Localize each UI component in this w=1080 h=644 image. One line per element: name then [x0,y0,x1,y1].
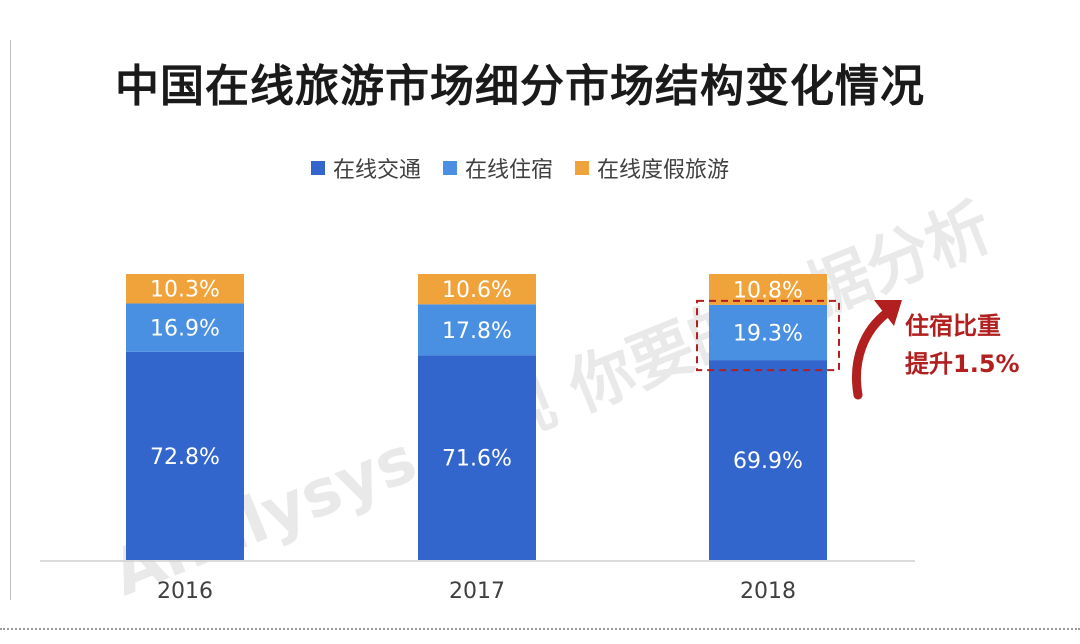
bar-segment-2018-2 [709,274,827,305]
x-tick-label-2017: 2017 [449,579,505,604]
legend-item-vacation: 在线度假旅游 [575,152,729,184]
legend-label-lodging: 在线住宿 [464,158,553,183]
chart-title: 中国在线旅游市场细分市场结构变化情况 [115,61,925,112]
bar-segment-2016-1 [126,303,244,352]
legend-label-transport: 在线交通 [332,158,421,183]
data-label-2017-2: 10.6% [442,278,512,303]
callout-arrow-shaft [852,307,893,400]
bar-segment-2017-0 [418,355,536,560]
x-tick-label-2018: 2018 [740,579,796,604]
callout-line-2: 提升1.5% [905,350,1020,378]
bar-segment-2018-0 [709,360,827,560]
data-label-2018-1: 19.3% [733,321,803,346]
legend-swatch-lodging [442,161,457,175]
callout-arrow-head [874,300,902,326]
bar-segment-2017-2 [418,274,536,305]
bar-segment-2017-1 [418,304,536,356]
bar-segment-2018-1 [709,304,827,361]
legend-swatch-vacation [575,161,589,175]
x-tick-label-2016: 2016 [157,579,213,604]
highlight-dashed-box [696,299,840,372]
data-label-2017-1: 17.8% [442,319,512,344]
data-label-2017-0: 71.6% [442,447,512,472]
data-label-2016-2: 10.3% [150,278,220,303]
bar-segment-2016-2 [126,274,244,304]
bottom-dotted-rule [0,628,1080,630]
callout-line-1: 住宿比重 [905,312,1001,340]
data-label-2018-0: 69.9% [733,449,803,474]
legend-swatch-transport [310,161,325,175]
legend-item-lodging: 在线住宿 [442,152,553,184]
left-border [10,40,11,600]
data-label-2018-2: 10.8% [733,278,803,303]
legend: 在线交通 在线住宿 在线度假旅游 [0,152,1040,184]
legend-label-vacation: 在线度假旅游 [597,158,730,183]
data-label-2016-0: 72.8% [150,445,220,470]
legend-item-transport: 在线交通 [310,152,421,184]
data-label-2016-1: 16.9% [150,317,220,342]
bar-segment-2016-0 [126,351,244,560]
